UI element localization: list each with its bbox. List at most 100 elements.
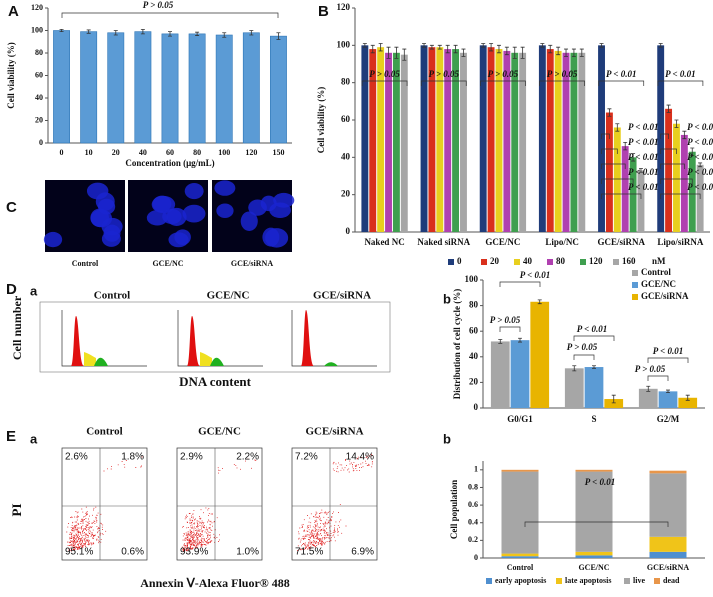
legend-swatch	[481, 259, 487, 265]
image-label: Control	[72, 259, 99, 268]
panel-label: A	[8, 3, 19, 20]
error-bar	[646, 385, 651, 392]
scatter-label: GCE/siRNA	[305, 426, 363, 438]
annotation: P > 0.05	[547, 69, 578, 79]
bar	[377, 47, 385, 233]
y-axis-label: Cell number	[10, 295, 24, 360]
legend-label: late apoptosis	[565, 576, 611, 585]
annotation: P > 0.05	[488, 69, 519, 79]
error-bar	[504, 46, 509, 56]
error-bar	[518, 337, 522, 343]
error-bar	[690, 147, 695, 156]
significance-bracket	[660, 163, 685, 169]
y-tick-label: 0.6	[468, 500, 478, 509]
error-bar	[685, 394, 690, 401]
bar-segment	[575, 551, 613, 556]
y-tick-label: 0.8	[468, 482, 478, 491]
y-axis-label: Distribution of cell cycle (%)	[452, 289, 462, 399]
histogram-label: Control	[94, 290, 130, 302]
legend-label: 80	[556, 256, 566, 266]
s-phase	[84, 352, 96, 366]
quadrant-percent: 93.9%	[180, 547, 208, 558]
x-tick-label: G0/G1	[507, 414, 533, 424]
nucleus	[101, 230, 121, 247]
bar	[161, 33, 179, 144]
x-tick-label: S	[591, 414, 596, 424]
y-tick-label: 0	[346, 226, 351, 236]
error-bar	[276, 32, 281, 40]
error-bar	[698, 162, 703, 168]
error-bar	[512, 46, 517, 59]
y-tick-label: 20	[341, 189, 351, 199]
bar	[452, 49, 460, 232]
x-tick-label: 150	[272, 148, 284, 157]
error-bar	[59, 28, 64, 33]
annotation: P < 0.01	[687, 152, 713, 162]
x-tick-label: G2/M	[657, 414, 680, 424]
annotation: P < 0.01	[628, 167, 659, 177]
error-bar	[195, 31, 200, 36]
panel-label: C	[6, 199, 17, 216]
scatter-label: GCE/NC	[198, 426, 241, 438]
x-tick-label: Naked siRNA	[417, 237, 470, 247]
bar-segment	[501, 556, 539, 558]
significance-bracket	[499, 281, 541, 287]
nucleus	[214, 180, 236, 196]
significance-bracket	[647, 375, 669, 381]
error-bar	[481, 43, 486, 48]
nucleus	[273, 192, 295, 208]
significance-bracket	[660, 178, 693, 184]
bar	[605, 112, 613, 232]
bar	[392, 52, 400, 232]
significance-bracket	[524, 521, 669, 527]
annotation: P < 0.01	[687, 182, 713, 192]
x-tick-label: 0	[60, 148, 64, 157]
error-bar	[615, 123, 620, 132]
y-tick-label: 0.2	[468, 535, 478, 544]
x-tick-label: Lipo/siRNA	[657, 237, 704, 247]
bar	[242, 32, 260, 144]
legend-label: 40	[523, 256, 533, 266]
bar	[658, 391, 678, 408]
error-bar	[638, 168, 643, 173]
error-bar	[658, 43, 663, 48]
y-tick-label: 60	[35, 70, 43, 79]
significance-bracket	[573, 335, 615, 341]
y-tick-label: 100	[465, 274, 479, 284]
g2-peak	[94, 357, 108, 366]
bar-segment	[649, 470, 687, 474]
bar	[680, 134, 688, 232]
bar	[637, 170, 645, 232]
significance-bracket	[660, 193, 701, 199]
error-bar	[445, 44, 450, 54]
error-bar	[496, 44, 501, 54]
error-bar	[571, 48, 576, 57]
significance-bracket	[647, 357, 689, 363]
y-tick-label: 80	[341, 77, 351, 87]
significance-bracket	[598, 80, 645, 86]
bar	[638, 388, 658, 408]
axis-line	[291, 310, 377, 367]
bar	[604, 399, 624, 408]
error-bar	[362, 43, 367, 48]
error-bar	[222, 32, 227, 38]
bar	[538, 45, 546, 233]
error-bar	[113, 30, 118, 36]
bar	[369, 49, 377, 232]
panel-label: a	[30, 431, 38, 446]
legend-swatch	[580, 259, 586, 265]
annotation: P < 0.01	[585, 477, 616, 487]
significance-bracket	[601, 178, 634, 184]
legend-label: 0	[457, 256, 462, 266]
y-tick-label: 120	[337, 2, 351, 12]
y-tick-label: 0	[474, 402, 479, 412]
bar	[503, 50, 511, 232]
error-bar	[140, 28, 145, 35]
annotation: P > 0.05	[143, 0, 174, 10]
bar	[510, 340, 530, 408]
bar	[546, 49, 554, 232]
panel-label: a	[30, 283, 38, 298]
y-tick-label: 20	[469, 376, 479, 386]
error-bar	[607, 108, 612, 117]
quadrant-percent: 95.1%	[65, 547, 93, 558]
